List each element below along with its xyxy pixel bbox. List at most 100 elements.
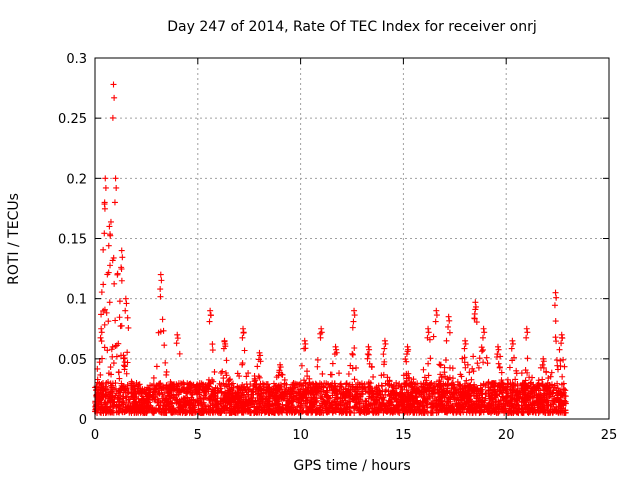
data-point <box>360 409 367 416</box>
data-point <box>470 390 477 397</box>
data-point <box>403 358 410 365</box>
data-point <box>207 307 214 314</box>
data-point <box>425 325 432 332</box>
data-point <box>256 349 263 356</box>
data-point <box>417 380 424 387</box>
data-point <box>499 407 506 414</box>
data-point <box>524 355 531 362</box>
data-point <box>328 371 335 378</box>
data-point <box>147 386 154 393</box>
data-point <box>302 395 309 402</box>
data-point <box>512 401 519 408</box>
data-point <box>506 406 513 413</box>
data-point <box>109 399 116 406</box>
data-point <box>209 391 216 398</box>
data-point <box>422 381 429 388</box>
data-point <box>514 381 521 388</box>
data-point <box>558 340 565 347</box>
data-point <box>101 344 108 351</box>
data-point <box>222 403 229 410</box>
data-point <box>102 184 109 191</box>
data-point <box>256 374 263 381</box>
data-point <box>559 335 566 342</box>
data-point <box>220 375 227 382</box>
data-point <box>349 350 356 357</box>
data-point <box>425 372 432 379</box>
data-point <box>98 338 105 345</box>
data-point <box>307 396 314 403</box>
data-point <box>336 370 343 377</box>
data-point <box>332 343 339 350</box>
data-point <box>243 381 250 388</box>
data-point <box>251 378 258 385</box>
data-point <box>158 384 165 391</box>
data-point <box>556 346 563 353</box>
data-point <box>537 405 544 412</box>
data-point <box>116 398 123 405</box>
data-point <box>405 402 412 409</box>
data-point <box>365 402 372 409</box>
data-point <box>124 390 131 397</box>
data-point <box>544 387 551 394</box>
data-point <box>351 345 358 352</box>
data-point <box>403 351 410 358</box>
data-point <box>138 398 145 405</box>
data-point <box>158 277 165 284</box>
data-point <box>334 394 341 401</box>
data-point <box>463 409 470 416</box>
data-point <box>461 397 468 404</box>
data-point <box>498 369 505 376</box>
data-point <box>219 368 226 375</box>
data-point <box>109 390 116 397</box>
data-point <box>328 383 335 390</box>
data-point <box>362 385 369 392</box>
data-point <box>380 351 387 358</box>
data-point <box>499 393 506 400</box>
data-point <box>518 385 525 392</box>
data-point <box>550 387 557 394</box>
data-point <box>552 334 559 341</box>
data-point <box>544 407 551 414</box>
data-point <box>243 373 250 380</box>
data-point <box>142 390 149 397</box>
data-point <box>439 407 446 414</box>
data-point <box>437 371 444 378</box>
data-point <box>524 329 531 336</box>
data-point <box>445 323 452 330</box>
data-point <box>111 94 118 101</box>
data-point <box>157 286 164 293</box>
data-point <box>351 312 358 319</box>
data-point <box>179 409 186 416</box>
data-point <box>537 397 544 404</box>
data-point <box>181 395 188 402</box>
data-point <box>235 399 242 406</box>
data-point <box>259 380 266 387</box>
data-point <box>554 366 561 373</box>
data-point <box>319 370 326 377</box>
data-point <box>169 409 176 416</box>
data-point <box>411 403 418 410</box>
data-point <box>101 399 108 406</box>
data-point <box>218 404 225 411</box>
data-point <box>296 394 303 401</box>
x-tick-label: 0 <box>91 428 99 443</box>
data-point <box>494 351 501 358</box>
data-point <box>510 387 517 394</box>
data-point <box>540 408 547 415</box>
data-point <box>305 384 312 391</box>
data-point <box>527 401 534 408</box>
data-point <box>345 370 352 377</box>
grid-lines <box>95 58 609 419</box>
data-point <box>221 396 228 403</box>
data-point <box>493 391 500 398</box>
data-point <box>466 369 473 376</box>
data-point <box>249 395 256 402</box>
data-point <box>333 346 340 353</box>
data-point <box>531 402 538 409</box>
data-point <box>309 380 316 387</box>
data-point <box>306 403 313 410</box>
data-point <box>201 402 208 409</box>
data-point <box>484 360 491 367</box>
data-point <box>143 393 150 400</box>
data-point <box>372 396 379 403</box>
